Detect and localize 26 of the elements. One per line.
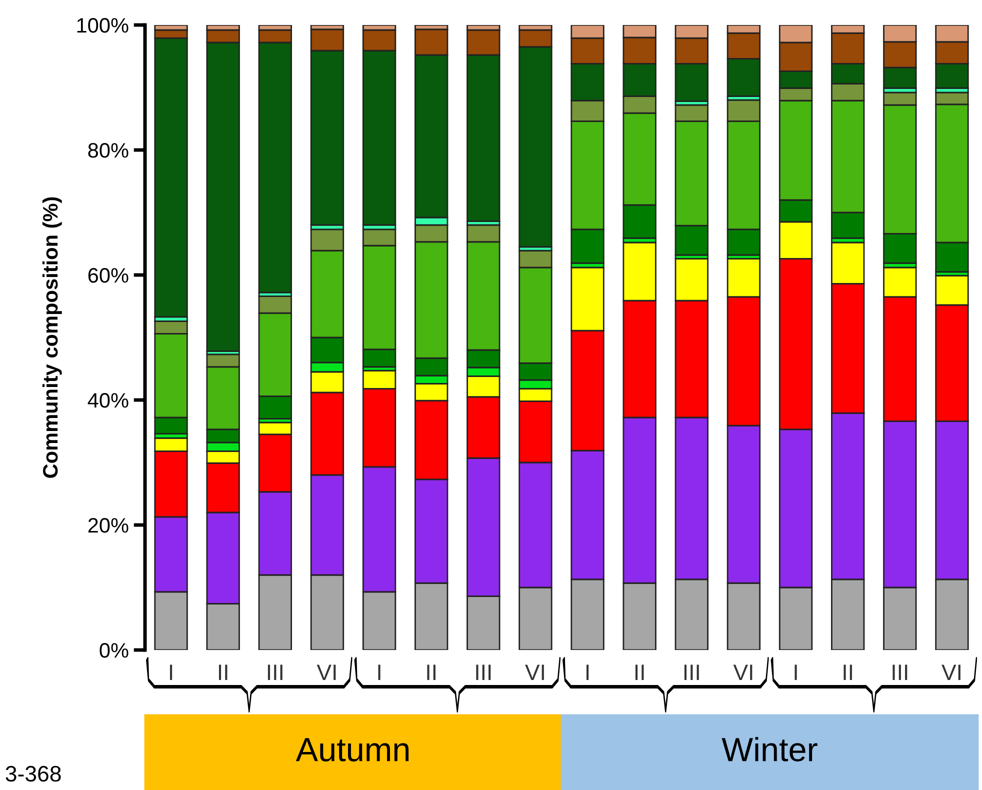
x-tick-label: III (268, 664, 282, 680)
x-tick-label: III (892, 664, 908, 680)
x-tick-label: VI (316, 664, 336, 680)
y-tick-label: 80% (88, 143, 128, 158)
x-tick-label: II (427, 664, 436, 680)
y-tick-label: 20% (88, 518, 128, 533)
x-tick-label: VI (733, 664, 752, 680)
x-tick-label: II (218, 664, 228, 680)
text: Autumn (296, 738, 409, 762)
x-tick-label: III (684, 664, 699, 680)
x-tick-label: VI (942, 664, 960, 680)
text: Winter (722, 736, 818, 762)
y-tick-label: 0% (100, 643, 128, 658)
x-tick-label: I (794, 664, 797, 680)
y-tick-label: 60% (88, 268, 128, 283)
x-tick-label: I (378, 664, 380, 680)
text: 3-368 (6, 766, 61, 782)
x-tick-label: III (476, 664, 491, 680)
x-tick-label: II (635, 664, 644, 680)
y-tick-label: 100% (77, 18, 128, 33)
x-tick-label: I (586, 664, 589, 680)
x-tick-label: I (170, 664, 172, 680)
y-tick-label: 40% (88, 393, 128, 408)
y-axis-title: Community composition (%) (42, 197, 62, 478)
x-tick-label: II (844, 664, 852, 680)
x-tick-label: VI (525, 664, 544, 680)
